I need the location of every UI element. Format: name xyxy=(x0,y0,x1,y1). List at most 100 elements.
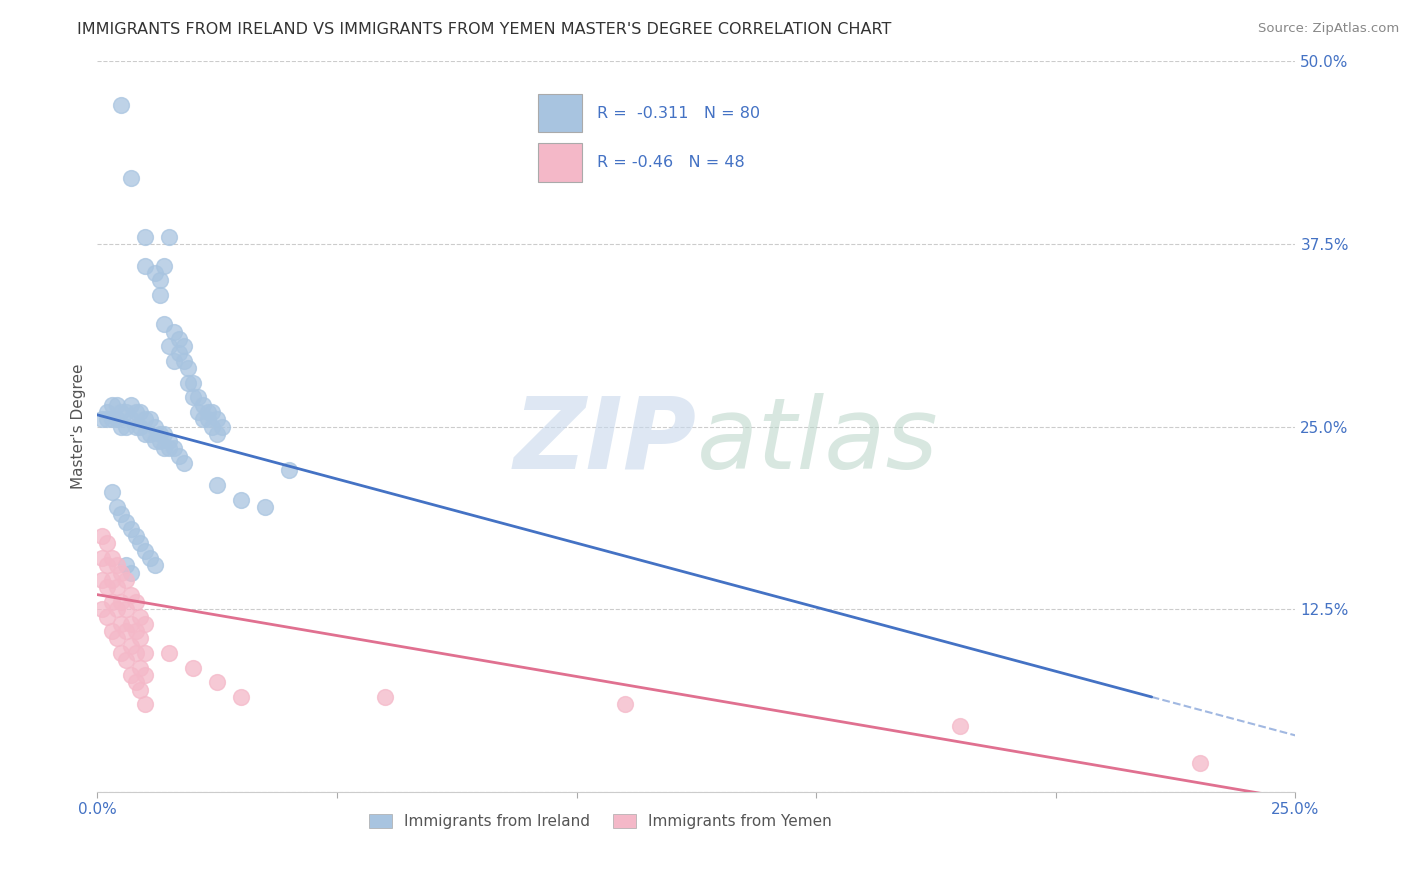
Point xyxy=(254,500,277,514)
Point xyxy=(173,456,195,470)
Point xyxy=(167,449,190,463)
Point xyxy=(110,98,132,112)
Point xyxy=(125,595,148,609)
Point xyxy=(149,288,172,302)
Point xyxy=(157,646,180,660)
Point xyxy=(96,558,118,573)
Point xyxy=(115,515,138,529)
Point xyxy=(105,632,128,646)
Point xyxy=(229,690,252,704)
Point xyxy=(115,624,138,639)
Point xyxy=(197,405,219,419)
Point xyxy=(205,412,228,426)
Point xyxy=(153,442,176,456)
Point xyxy=(181,390,204,404)
Point xyxy=(100,485,122,500)
Point xyxy=(125,646,148,660)
Point xyxy=(115,573,138,587)
Point xyxy=(153,426,176,441)
Point xyxy=(139,412,162,426)
Point xyxy=(949,719,972,733)
Point xyxy=(105,398,128,412)
Text: ZIP: ZIP xyxy=(513,392,696,490)
Point xyxy=(134,646,156,660)
Point xyxy=(96,405,118,419)
Point xyxy=(110,566,132,580)
Point xyxy=(91,573,114,587)
Point xyxy=(134,259,156,273)
Point xyxy=(187,390,209,404)
Point xyxy=(149,434,172,449)
Point xyxy=(110,616,132,631)
Point xyxy=(181,376,204,390)
Point xyxy=(153,259,176,273)
Point xyxy=(149,426,172,441)
Point xyxy=(191,412,214,426)
Point xyxy=(201,419,224,434)
Point xyxy=(110,646,132,660)
Point xyxy=(120,398,142,412)
Point xyxy=(163,442,186,456)
Point xyxy=(120,668,142,682)
Y-axis label: Master's Degree: Master's Degree xyxy=(72,364,86,490)
Point xyxy=(110,405,132,419)
Point xyxy=(105,602,128,616)
Point xyxy=(120,566,142,580)
Point xyxy=(157,229,180,244)
Point xyxy=(105,558,128,573)
Point xyxy=(173,353,195,368)
Point xyxy=(115,419,138,434)
Point xyxy=(134,616,156,631)
Point xyxy=(143,266,166,280)
Point xyxy=(129,419,152,434)
Point xyxy=(613,698,636,712)
Point xyxy=(125,405,148,419)
Point xyxy=(125,624,148,639)
Point xyxy=(120,522,142,536)
Point xyxy=(120,412,142,426)
Point xyxy=(125,419,148,434)
Point xyxy=(278,463,301,477)
Point xyxy=(115,558,138,573)
Point xyxy=(163,325,186,339)
Point xyxy=(120,171,142,186)
Point xyxy=(91,412,114,426)
Point xyxy=(96,412,118,426)
Point xyxy=(115,602,138,616)
Point xyxy=(134,229,156,244)
Point xyxy=(167,332,190,346)
Point xyxy=(143,558,166,573)
Point xyxy=(100,624,122,639)
Point xyxy=(129,536,152,550)
Point xyxy=(129,632,152,646)
Point xyxy=(120,588,142,602)
Point xyxy=(153,317,176,331)
Point xyxy=(197,412,219,426)
Point xyxy=(187,405,209,419)
Point xyxy=(229,492,252,507)
Point xyxy=(100,573,122,587)
Point xyxy=(149,273,172,287)
Point xyxy=(181,661,204,675)
Point xyxy=(120,639,142,653)
Point xyxy=(129,661,152,675)
Point xyxy=(129,609,152,624)
Point xyxy=(143,419,166,434)
Point xyxy=(134,543,156,558)
Point xyxy=(96,580,118,594)
Point xyxy=(96,536,118,550)
Point xyxy=(115,653,138,667)
Point xyxy=(205,675,228,690)
Point xyxy=(129,405,152,419)
Point xyxy=(191,398,214,412)
Point xyxy=(205,478,228,492)
Point xyxy=(177,376,200,390)
Point xyxy=(100,398,122,412)
Point xyxy=(100,551,122,566)
Point xyxy=(100,412,122,426)
Point xyxy=(105,412,128,426)
Point xyxy=(96,609,118,624)
Point xyxy=(177,361,200,376)
Point xyxy=(173,339,195,353)
Point xyxy=(105,580,128,594)
